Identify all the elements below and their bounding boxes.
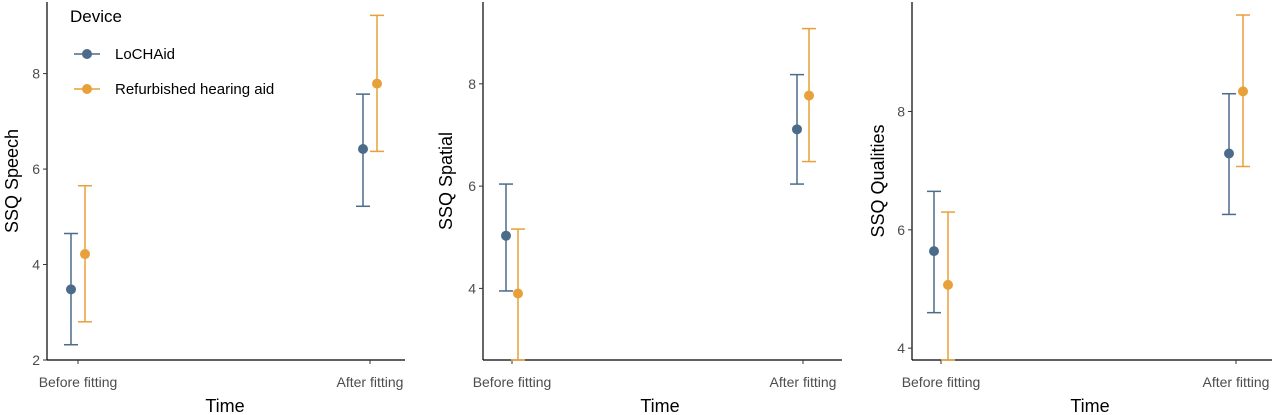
x-tick-label: After fitting (1203, 374, 1270, 390)
y-axis-title: SSQ Qualities (868, 124, 888, 237)
x-axis-title: Time (1070, 396, 1109, 415)
chart-panel-2: 4 6 8 Before fitting After fitting Time SSQ Sp… (436, 2, 842, 415)
x-axis-title: Time (640, 396, 679, 415)
legend-key-point-refurbished (82, 84, 92, 94)
y-tick-label: 8 (468, 76, 476, 92)
y-tick-label: 4 (32, 257, 40, 273)
point-lochaid (66, 284, 76, 295)
point-refurbished (804, 90, 814, 101)
point-lochaid (792, 124, 802, 135)
point-refurbished (513, 288, 523, 299)
x-tick-label: Before fitting (473, 374, 552, 390)
legend-label-lochaid: LoCHAid (115, 46, 175, 63)
point-lochaid (1224, 148, 1234, 159)
x-tick-label: After fitting (337, 374, 404, 390)
legend-item-lochaid: LoCHAid (74, 46, 175, 63)
y-tick-label: 4 (468, 280, 476, 296)
y-axis-title: SSQ Spatial (436, 132, 456, 230)
y-tick-label: 4 (897, 340, 905, 356)
legend: Device LoCHAid Refurbished hearing aid (70, 7, 274, 98)
x-tick-label: After fitting (770, 374, 837, 390)
chart-panel-3: 4 6 8 Before fitting After fitting Time SSQ Qu… (868, 2, 1272, 415)
point-lochaid (358, 144, 368, 155)
legend-title: Device (70, 7, 122, 26)
x-tick-label: Before fitting (39, 374, 118, 390)
point-refurbished (943, 279, 953, 290)
legend-label-refurbished: Refurbished hearing aid (115, 81, 274, 98)
point-lochaid (929, 246, 939, 257)
legend-item-refurbished: Refurbished hearing aid (74, 81, 274, 98)
chart-panel-1: 2 4 6 8 Before fitting After fitting Time SSQ S… (2, 2, 405, 415)
point-refurbished (372, 78, 382, 89)
x-tick-label: Before fitting (902, 374, 981, 390)
point-refurbished (1238, 86, 1248, 97)
y-tick-label: 8 (897, 103, 905, 119)
y-axis-title: SSQ Speech (2, 129, 22, 233)
y-tick-label: 2 (32, 352, 40, 368)
y-tick-label: 6 (32, 161, 40, 177)
y-tick-label: 6 (897, 222, 905, 238)
point-refurbished (80, 249, 90, 260)
y-tick-label: 6 (468, 178, 476, 194)
y-tick-label: 8 (32, 66, 40, 82)
point-lochaid (501, 230, 511, 241)
legend-key-point-lochaid (82, 49, 92, 59)
x-axis-title: Time (205, 396, 244, 415)
